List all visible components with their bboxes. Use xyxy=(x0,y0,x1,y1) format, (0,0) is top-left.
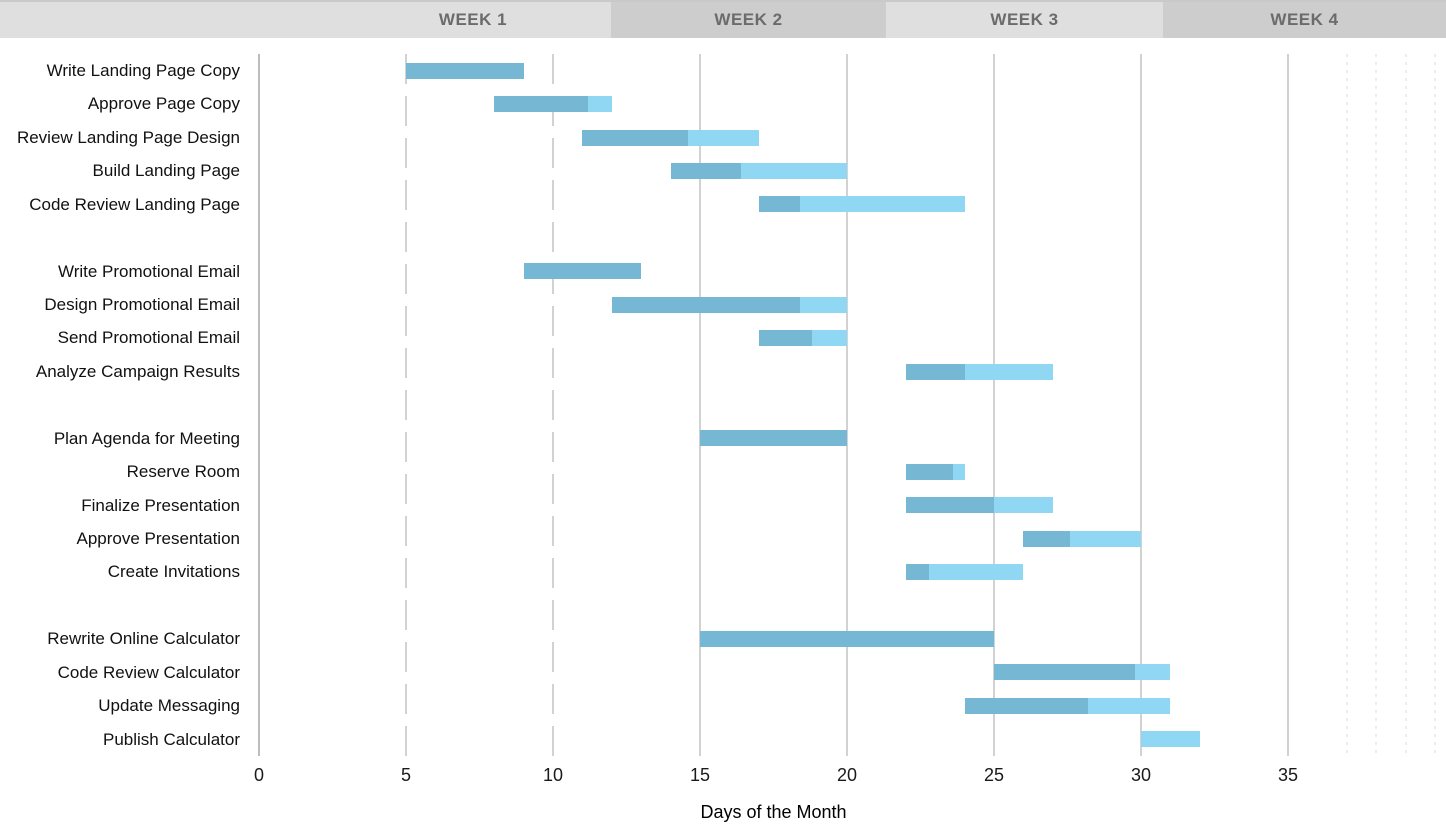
task-bar xyxy=(905,363,1053,380)
gridline-day-30 xyxy=(1140,54,1142,756)
week-label: WEEK 2 xyxy=(714,10,783,29)
week-header-cell: WEEK 3 xyxy=(886,2,1163,38)
task-bar xyxy=(494,96,612,113)
bar-remaining-segment xyxy=(905,564,1024,581)
gridline-day-15 xyxy=(699,54,701,756)
task-label: Update Messaging xyxy=(98,696,240,716)
task-bar xyxy=(1023,530,1141,547)
task-bar xyxy=(700,430,847,447)
x-axis-title: Days of the Month xyxy=(700,802,847,822)
x-tick-label: 10 xyxy=(542,765,564,785)
gridline-day-40 xyxy=(1434,54,1436,756)
bar-complete-segment xyxy=(494,96,589,113)
task-label: Rewrite Online Calculator xyxy=(47,629,240,649)
x-tick-label: 20 xyxy=(836,765,858,785)
week-header-cell: WEEK 4 xyxy=(1163,2,1446,38)
task-bar xyxy=(582,129,759,146)
bar-complete-segment xyxy=(670,163,742,179)
task-label: Design Promotional Email xyxy=(44,295,240,314)
gridline-day-35 xyxy=(1287,54,1289,756)
bar-complete-segment xyxy=(758,196,800,213)
gridline-day-5 xyxy=(405,54,407,756)
task-bar xyxy=(905,564,1024,581)
bar-complete-segment xyxy=(523,263,642,280)
task-bar xyxy=(523,263,642,280)
bar-complete-segment xyxy=(611,296,800,313)
week-header-spacer xyxy=(0,2,335,38)
bar-complete-segment xyxy=(700,430,847,447)
task-label: Finalize Presentation xyxy=(81,495,240,515)
task-bar xyxy=(670,163,847,179)
gridline-day-20 xyxy=(846,54,848,756)
bar-complete-segment xyxy=(905,564,930,581)
gridline-day-25 xyxy=(993,54,995,756)
task-label: Analyze Campaign Results xyxy=(35,361,240,381)
x-tick-label: 5 xyxy=(400,765,411,785)
task-bar xyxy=(905,463,965,480)
week-label: WEEK 1 xyxy=(438,10,508,29)
task-label: Create Invitations xyxy=(107,562,240,582)
gridline-day-39 xyxy=(1404,54,1407,756)
task-label: Plan Agenda for Meeting xyxy=(53,428,240,448)
gridline-day-0 xyxy=(258,54,260,756)
task-label: Reserve Room xyxy=(126,462,240,482)
task-bar xyxy=(700,631,994,647)
x-tick-label: 30 xyxy=(1130,765,1152,785)
task-label: Write Landing Page Copy xyxy=(46,61,240,80)
week-label: WEEK 4 xyxy=(1270,10,1339,29)
week-header: WEEK 1 WEEK 2 WEEK 3 WEEK 4 xyxy=(0,0,1446,38)
bar-complete-segment xyxy=(1023,530,1071,547)
task-bar xyxy=(905,497,1053,514)
task-label: Code Review Landing Page xyxy=(29,194,240,214)
task-bar xyxy=(406,62,524,79)
bar-remaining-segment xyxy=(758,196,965,213)
bar-complete-segment xyxy=(582,129,689,146)
task-bar xyxy=(1141,731,1200,748)
bar-complete-segment xyxy=(905,463,953,480)
task-label: Code Review Calculator xyxy=(57,662,240,682)
task-label: Publish Calculator xyxy=(102,729,240,749)
bar-complete-segment xyxy=(905,497,994,514)
week-label: WEEK 3 xyxy=(990,10,1059,29)
task-label: Approve Page Copy xyxy=(87,94,240,114)
gridline-day-10 xyxy=(552,54,554,756)
bar-complete-segment xyxy=(994,664,1136,681)
task-label: Review Landing Page Design xyxy=(16,127,240,147)
gridline-day-38 xyxy=(1375,54,1378,756)
x-tick-label: 15 xyxy=(689,765,711,785)
task-label: Write Promotional Email xyxy=(57,261,240,281)
bar-remaining-segment xyxy=(1141,731,1200,748)
task-bar xyxy=(994,664,1171,681)
week-header-cell: WEEK 2 xyxy=(611,2,886,38)
task-bar xyxy=(611,296,847,313)
bar-complete-segment xyxy=(964,697,1089,714)
task-bar xyxy=(758,330,847,347)
x-tick-label: 35 xyxy=(1277,765,1299,785)
bar-complete-segment xyxy=(905,363,965,380)
task-label: Build Landing Page xyxy=(92,161,240,181)
bar-complete-segment xyxy=(758,330,812,347)
task-label: Send Promotional Email xyxy=(57,328,240,348)
week-header-cell: WEEK 1 xyxy=(335,2,611,38)
x-tick-label: 25 xyxy=(983,765,1005,785)
task-label: Approve Presentation xyxy=(76,529,241,548)
x-tick-label: 0 xyxy=(253,765,264,785)
bar-complete-segment xyxy=(700,631,994,647)
task-bar xyxy=(758,196,965,213)
task-bar xyxy=(964,697,1171,714)
bar-complete-segment xyxy=(406,62,524,79)
gridline-day-37 xyxy=(1345,54,1348,756)
